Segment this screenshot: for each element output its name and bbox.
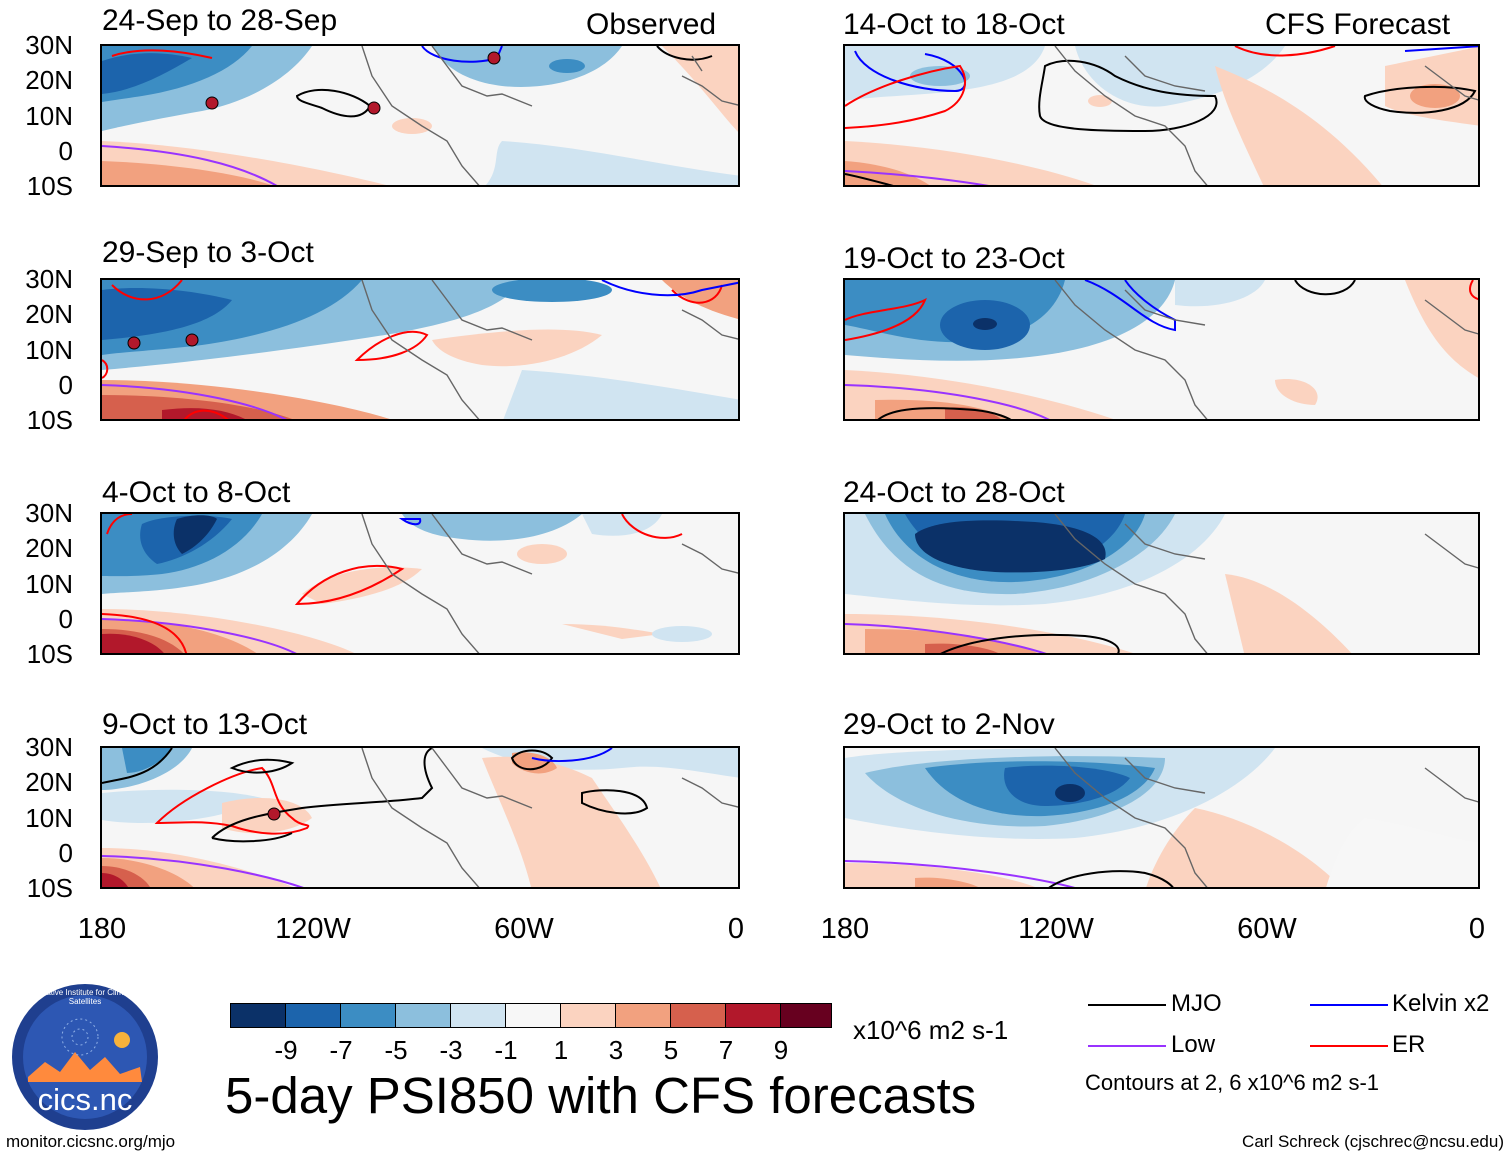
x-label: 0 <box>1468 913 1486 945</box>
legend-label-low: Low <box>1171 1031 1216 1058</box>
map-panel-8 <box>843 746 1480 889</box>
colorbar-bin <box>285 1003 341 1028</box>
legend-note: Contours at 2, 6 x10^6 m2 s-1 <box>1085 1070 1380 1095</box>
colorbar-bin <box>670 1003 726 1028</box>
y-label: 20N <box>25 65 73 95</box>
colorbar-label: -1 <box>494 1035 518 1065</box>
colorbar-label: 9 <box>773 1035 789 1065</box>
logo-text: cics.nc <box>37 1082 133 1117</box>
observed-label: Observed <box>586 8 717 41</box>
legend-line-low <box>1088 1045 1166 1047</box>
x-label: 180 <box>820 913 870 945</box>
y-label: 0 <box>58 838 73 868</box>
y-label: 30N <box>25 264 73 294</box>
y-label: 0 <box>58 136 73 166</box>
colorbar-label: -7 <box>329 1035 353 1065</box>
y-label: 30N <box>25 732 73 762</box>
legend-line-er <box>1310 1045 1388 1047</box>
colorbar-bin <box>505 1003 561 1028</box>
colorbar-bin <box>340 1003 396 1028</box>
y-label: 10N <box>25 569 73 599</box>
map-panel-4 <box>843 278 1480 421</box>
y-label: 10S <box>26 639 73 669</box>
colorbar-bin <box>560 1003 616 1028</box>
panel-title-7: 9-Oct to 13-Oct <box>102 708 308 741</box>
colorbar-label: -5 <box>384 1035 408 1065</box>
colorbar-bin <box>450 1003 506 1028</box>
y-label: 10S <box>26 405 73 435</box>
panel-title-2: 14-Oct to 18-Oct <box>843 8 1065 41</box>
panel-title-4: 19-Oct to 23-Oct <box>843 242 1065 275</box>
colorbar-label: -9 <box>274 1035 298 1065</box>
x-label: 180 <box>77 913 127 945</box>
colorbar-bin <box>780 1003 832 1028</box>
colorbar-bin <box>615 1003 671 1028</box>
map-panel-5 <box>100 512 740 655</box>
cfs-forecast-label: CFS Forecast <box>1265 8 1451 41</box>
colorbar-bin <box>230 1003 286 1028</box>
cics-logo: Cooperative Institute for Climate and Sa… <box>10 982 160 1132</box>
y-label: 10S <box>26 171 73 201</box>
colorbar-bin <box>725 1003 781 1028</box>
y-label: 0 <box>58 604 73 634</box>
legend-line-kelvin <box>1310 1004 1388 1006</box>
map-panel-7 <box>100 746 740 889</box>
logo-ring-text: Cooperative Institute for Climate and Sa… <box>20 988 150 1006</box>
map-panel-2 <box>843 44 1480 187</box>
legend-line-mjo <box>1088 1004 1166 1006</box>
legend-label-kelvin: Kelvin x2 <box>1392 990 1490 1017</box>
legend-label-er: ER <box>1392 1031 1426 1058</box>
footer-author: Carl Schreck (cjschrec@ncsu.edu) <box>1242 1132 1504 1151</box>
panel-title-8: 29-Oct to 2-Nov <box>843 708 1055 741</box>
y-label: 10S <box>26 873 73 903</box>
panel-title-6: 24-Oct to 28-Oct <box>843 476 1065 509</box>
y-label: 10N <box>25 101 73 131</box>
panel-title-1: 24-Sep to 28-Sep <box>102 4 338 37</box>
x-label: 60W <box>494 913 554 945</box>
colorbar-label: -3 <box>439 1035 463 1065</box>
y-label: 10N <box>25 335 73 365</box>
panel-title-5: 4-Oct to 8-Oct <box>102 476 291 509</box>
map-panel-6 <box>843 512 1480 655</box>
map-panel-3 <box>100 278 740 421</box>
legend-label-mjo: MJO <box>1171 990 1222 1017</box>
colorbar-label: 7 <box>718 1035 734 1065</box>
panel-title-3: 29-Sep to 3-Oct <box>102 236 314 269</box>
colorbar-bin <box>395 1003 451 1028</box>
y-label: 20N <box>25 299 73 329</box>
x-label: 60W <box>1237 913 1297 945</box>
colorbar-label: 1 <box>553 1035 569 1065</box>
x-label: 0 <box>727 913 745 945</box>
colorbar-units: x10^6 m2 s-1 <box>853 1015 1009 1045</box>
y-label: 20N <box>25 767 73 797</box>
map-panel-1 <box>100 44 740 187</box>
y-label: 30N <box>25 498 73 528</box>
footer-url[interactable]: monitor.cicsnc.org/mjo <box>6 1132 176 1151</box>
x-label: 120W <box>1018 913 1094 945</box>
y-label: 0 <box>58 370 73 400</box>
y-label: 20N <box>25 533 73 563</box>
y-label: 10N <box>25 803 73 833</box>
colorbar-label: 5 <box>663 1035 679 1065</box>
main-title: 5-day PSI850 with CFS forecasts <box>225 1067 977 1124</box>
x-label: 120W <box>275 913 351 945</box>
y-label: 30N <box>25 30 73 60</box>
colorbar-label: 3 <box>608 1035 624 1065</box>
